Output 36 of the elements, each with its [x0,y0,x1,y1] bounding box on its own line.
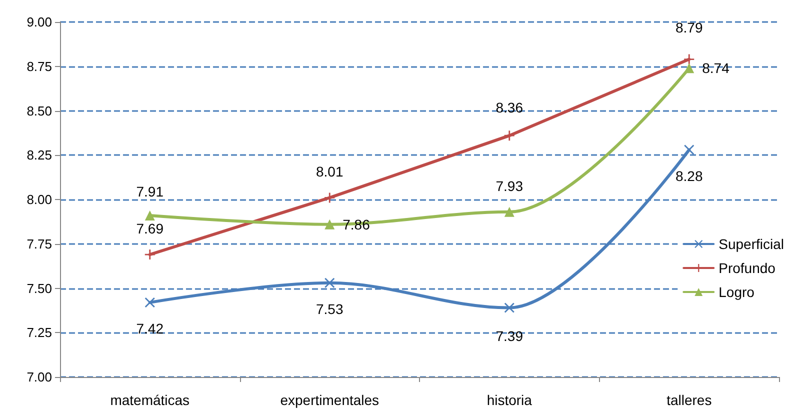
y-tick-label: 7.75 [26,236,52,252]
legend-label: Superficial [718,236,784,252]
point [324,219,335,230]
y-tick-label: 7.00 [26,370,52,384]
y-tick-label: 8.75 [26,58,52,74]
data-label: 7.53 [316,300,344,317]
point [324,278,335,288]
point [684,144,694,155]
point [144,250,155,260]
data-label: 7.93 [496,178,524,194]
x-tick-label: talleres [666,392,712,408]
y-tick-label: 7.25 [26,325,52,340]
point [504,302,514,313]
data-label: 7.91 [136,183,164,200]
point [504,206,514,217]
point [684,54,694,64]
legend-label: Logro [718,284,755,300]
point [144,210,155,220]
point [144,297,155,308]
data-label: 8.28 [676,168,703,184]
point [684,63,694,74]
data-label: 7.42 [136,320,164,336]
x-tick-label: historia [486,392,532,408]
x-tick-label: expertimentales [280,392,380,408]
point [504,130,514,141]
x-tick-label: matemáticas [110,392,190,408]
y-tick-label: 8.50 [26,103,52,118]
y-tick-label: 7.50 [26,280,52,296]
legend-label: Profundo [718,260,776,276]
data-label: 8.01 [316,164,344,180]
point [324,192,335,203]
y-tick-label: 9.00 [26,14,52,30]
y-tick-label: 8.25 [26,148,52,163]
data-label: 7.69 [136,220,164,237]
y-tick-label: 8.00 [26,192,52,207]
data-label: 8.79 [676,19,703,36]
